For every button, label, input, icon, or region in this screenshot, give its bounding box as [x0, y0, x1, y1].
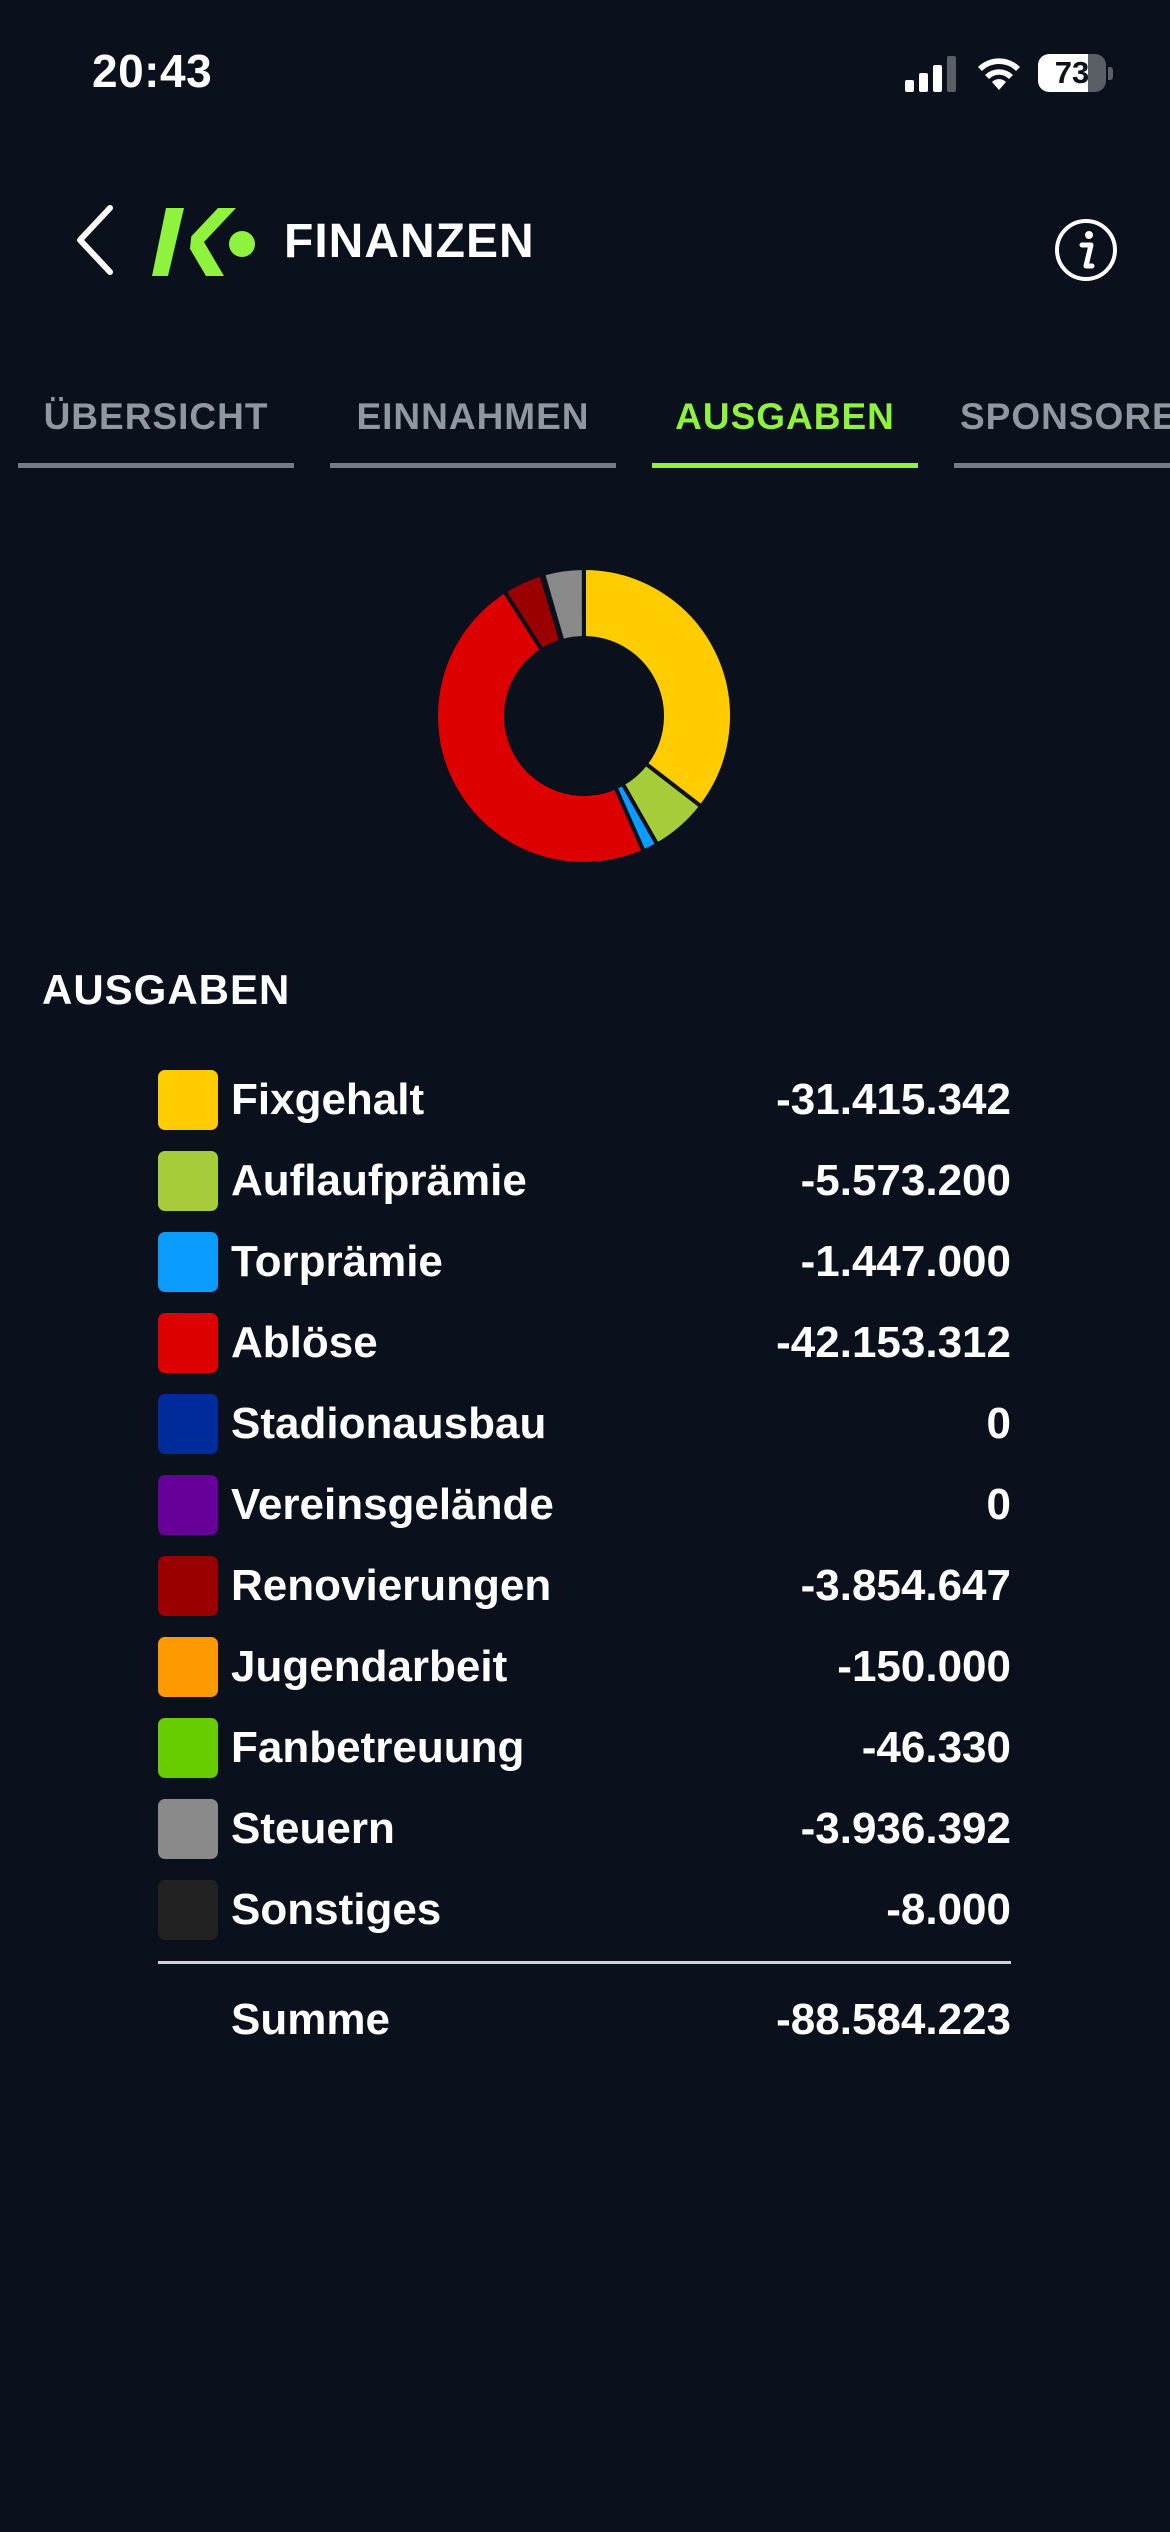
legend-label: Fanbetreuung	[231, 1723, 525, 1772]
donut-slice-ablöse	[434, 588, 647, 866]
legend-swatch	[158, 1151, 218, 1211]
legend-label: Sonstiges	[231, 1885, 442, 1934]
chevron-left-icon	[77, 205, 113, 275]
legend-label: Auflaufprämie	[231, 1156, 527, 1205]
status-bar: 20:43 73	[0, 0, 1170, 150]
legend-row-vereinsgelaende: Vereinsgelände 0	[158, 1467, 1011, 1548]
expense-donut-chart	[434, 566, 734, 866]
donut-slice-fixgehalt	[582, 566, 734, 810]
legend-swatch	[158, 1880, 218, 1940]
back-button[interactable]	[70, 200, 130, 280]
battery-icon: 73	[1038, 54, 1114, 94]
legend-swatch	[158, 1718, 218, 1778]
battery-percentage: 73	[1054, 55, 1090, 90]
legend-value: -46.330	[861, 1723, 1011, 1772]
legend-value: 0	[986, 1480, 1011, 1529]
total-divider	[158, 1961, 1011, 1964]
tab-einnahmen[interactable]: EINNAHMEN	[330, 392, 616, 468]
legend-value: -1.447.000	[800, 1237, 1011, 1286]
legend-label: Renovierungen	[231, 1561, 552, 1610]
legend-swatch	[158, 1799, 218, 1859]
legend-label: Fixgehalt	[231, 1075, 425, 1124]
legend-row-fanbetreuung: Fanbetreuung -46.330	[158, 1710, 1011, 1791]
status-time: 20:43	[92, 45, 213, 97]
legend-swatch	[158, 1556, 218, 1616]
legend-row-abloese: Ablöse -42.153.312	[158, 1305, 1011, 1386]
legend-label: Stadionausbau	[231, 1399, 547, 1448]
legend-swatch	[158, 1232, 218, 1292]
legend-label: Vereinsgelände	[231, 1480, 554, 1529]
battery-fill	[1038, 54, 1088, 92]
legend-value: 0	[986, 1399, 1011, 1448]
expense-legend: Fixgehalt -31.415.342 Auflaufprämie -5.5…	[158, 1062, 1011, 1953]
total-label: Summe	[231, 1995, 390, 2044]
legend-value: -3.936.392	[800, 1804, 1011, 1853]
tab-sponsoren[interactable]: SPONSOREN	[954, 392, 1170, 468]
legend-swatch	[158, 1637, 218, 1697]
legend-swatch	[158, 1313, 218, 1373]
legend-value: -8.000	[886, 1885, 1011, 1934]
battery-body: 73	[1038, 54, 1106, 92]
legend-swatch	[158, 1394, 218, 1454]
legend-value: -31.415.342	[776, 1075, 1011, 1124]
total-row: Summe -88.584.223	[158, 1982, 1011, 2052]
legend-row-steuern: Steuern -3.936.392	[158, 1791, 1011, 1872]
page-title: FINANZEN	[284, 215, 535, 268]
signal-icon	[905, 56, 956, 92]
tab-uebersicht[interactable]: ÜBERSICHT	[18, 392, 294, 468]
legend-row-fixgehalt: Fixgehalt -31.415.342	[158, 1062, 1011, 1143]
legend-swatch	[158, 1070, 218, 1130]
legend-row-torpraemie: Torprämie -1.447.000	[158, 1224, 1011, 1305]
legend-row-jugendarbeit: Jugendarbeit -150.000	[158, 1629, 1011, 1710]
legend-row-sonstiges: Sonstiges -8.000	[158, 1872, 1011, 1953]
legend-label: Ablöse	[231, 1318, 378, 1367]
legend-row-auflaufpraemie: Auflaufprämie -5.573.200	[158, 1143, 1011, 1224]
info-icon	[1085, 231, 1093, 239]
legend-row-renovierungen: Renovierungen -3.854.647	[158, 1548, 1011, 1629]
legend-value: -42.153.312	[776, 1318, 1011, 1367]
legend-row-stadionausbau: Stadionausbau 0	[158, 1386, 1011, 1467]
tab-ausgaben[interactable]: AUSGABEN	[652, 392, 918, 468]
kickbase-logo	[152, 208, 255, 276]
legend-swatch	[158, 1475, 218, 1535]
info-button[interactable]	[1054, 218, 1118, 282]
section-title: AUSGABEN	[42, 966, 291, 1013]
legend-value: -3.854.647	[800, 1561, 1011, 1610]
total-value: -88.584.223	[776, 1995, 1011, 2044]
battery-cap	[1108, 67, 1113, 80]
legend-label: Jugendarbeit	[231, 1642, 508, 1691]
wifi-icon	[978, 58, 1020, 90]
legend-label: Torprämie	[231, 1237, 443, 1286]
legend-value: -150.000	[837, 1642, 1011, 1691]
legend-value: -5.573.200	[800, 1156, 1011, 1205]
tab-bar: ÜBERSICHT EINNAHMEN AUSGABEN SPONSOREN	[0, 392, 1170, 472]
legend-label: Steuern	[231, 1804, 395, 1853]
